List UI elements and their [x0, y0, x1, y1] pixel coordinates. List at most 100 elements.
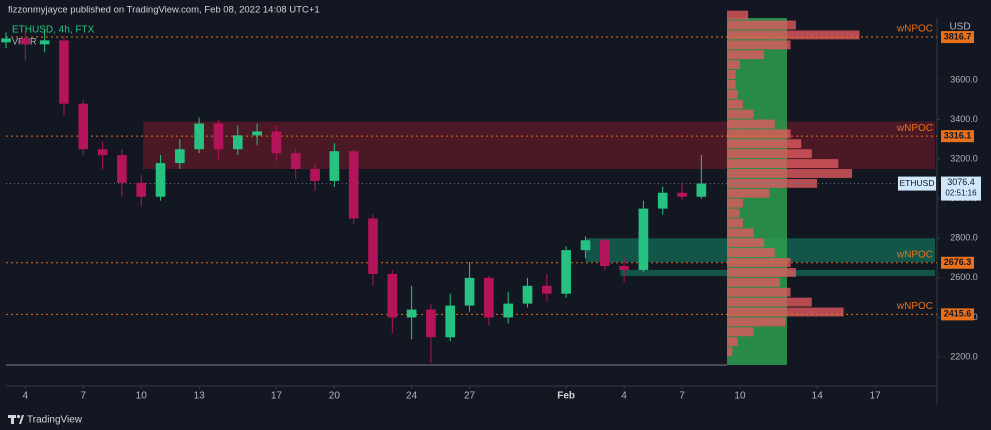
- candle-body: [136, 182, 147, 197]
- profile-bar: [727, 139, 802, 149]
- x-tick-label: Feb: [557, 391, 575, 402]
- candle-body: [117, 155, 127, 183]
- candle-body: [677, 192, 687, 197]
- profile-bar: [727, 277, 780, 287]
- candle-body: [39, 40, 50, 45]
- candle-body: [1, 38, 11, 43]
- y-tick-label: 3600.0: [950, 74, 978, 84]
- candle-body: [175, 149, 185, 164]
- currency-label: USD: [949, 22, 970, 33]
- x-tick-label: 7: [679, 391, 685, 402]
- level-price: 2676.3: [944, 257, 972, 267]
- candle-body: [97, 149, 108, 156]
- candle-body: [484, 277, 494, 318]
- footer-brand: TradingView: [27, 415, 83, 426]
- profile-bar: [727, 347, 733, 357]
- profile-bar: [727, 208, 740, 218]
- candle-body: [20, 38, 31, 45]
- candle-body: [406, 309, 417, 318]
- candle-body: [445, 305, 456, 338]
- profile-bar: [727, 218, 743, 228]
- profile-bar: [727, 228, 754, 238]
- candle-body: [638, 208, 649, 270]
- level-badge: [941, 308, 974, 321]
- candle-body: [561, 250, 571, 294]
- x-tick-label: 17: [870, 391, 882, 402]
- level-badge: [941, 130, 974, 143]
- candle-body: [290, 153, 301, 170]
- x-tick-label: 14: [812, 391, 824, 402]
- candle-body: [696, 183, 707, 197]
- level-price: 3816.7: [944, 31, 972, 41]
- candle-body: [619, 265, 629, 270]
- candle-body: [232, 135, 243, 150]
- profile-bar: [727, 89, 738, 99]
- profile-bar: [727, 10, 749, 20]
- profile-bar: [727, 149, 812, 159]
- profile-bar: [727, 307, 844, 317]
- candle-body: [503, 303, 514, 318]
- level-name: wNPOC: [896, 24, 933, 35]
- profile-bar: [727, 297, 812, 307]
- profile-bar: [727, 99, 743, 109]
- candle-body: [464, 277, 475, 306]
- price-badge: [941, 176, 981, 201]
- level-name: wNPOC: [896, 301, 933, 312]
- candle-body: [426, 309, 436, 338]
- x-tick-label: 10: [136, 391, 148, 402]
- profile-bar: [727, 79, 736, 89]
- profile-bar: [727, 50, 765, 60]
- profile-bar: [727, 198, 743, 208]
- candle-body: [310, 169, 320, 181]
- candle-body: [542, 285, 552, 294]
- x-tick-label: 10: [734, 391, 746, 402]
- x-tick-label: 27: [464, 391, 476, 402]
- x-tick-label: 24: [406, 391, 418, 402]
- candle-body: [348, 151, 359, 219]
- y-tick-label: 3200.0: [950, 153, 978, 163]
- level-badge: [941, 31, 974, 44]
- candle-body: [580, 240, 591, 251]
- candle-body: [213, 123, 224, 150]
- candle-body: [59, 40, 69, 104]
- publish-header: fizzonmyjayce published on TradingView.c…: [8, 5, 320, 16]
- candle-body: [657, 192, 668, 209]
- level-price: 3316.1: [944, 131, 972, 141]
- profile-bar: [727, 238, 765, 248]
- profile-bar: [727, 327, 754, 337]
- candle-body: [599, 240, 610, 266]
- level-price: 2415.6: [944, 309, 972, 319]
- profile-bar: [727, 317, 786, 327]
- profile-bar: [727, 20, 796, 30]
- x-tick-label: 13: [194, 391, 206, 402]
- profile-bar: [727, 337, 738, 347]
- x-tick-label: 17: [271, 391, 283, 402]
- profile-bar: [727, 129, 791, 139]
- level-name: wNPOC: [896, 123, 933, 134]
- candle-body: [329, 151, 340, 181]
- y-tick-label: 2800.0: [950, 233, 978, 243]
- profile-bar: [727, 188, 770, 198]
- level-badge: [941, 256, 974, 269]
- candle-body: [155, 163, 166, 197]
- x-tick-label: 4: [23, 391, 29, 402]
- candle-body: [194, 123, 204, 150]
- profile-bar: [727, 30, 860, 40]
- profile-bar: [727, 258, 791, 267]
- profile-bar: [727, 267, 796, 277]
- profile-bar: [727, 159, 839, 169]
- profile-bar: [727, 287, 791, 297]
- profile-bar: [727, 40, 791, 50]
- price-badge-text: 3076.4: [947, 177, 975, 187]
- symbol-badge-text: ETHUSD: [900, 178, 935, 188]
- profile-bar: [727, 178, 818, 188]
- profile-bar: [727, 60, 740, 70]
- countdown: 02:51:16: [945, 189, 977, 198]
- profile-bar: [727, 70, 736, 79]
- candle-body: [271, 131, 282, 154]
- symbol-badge: [898, 176, 936, 191]
- candle-body: [387, 273, 398, 318]
- y-tick-label: 3400.0: [950, 114, 978, 124]
- candle-body: [252, 131, 262, 136]
